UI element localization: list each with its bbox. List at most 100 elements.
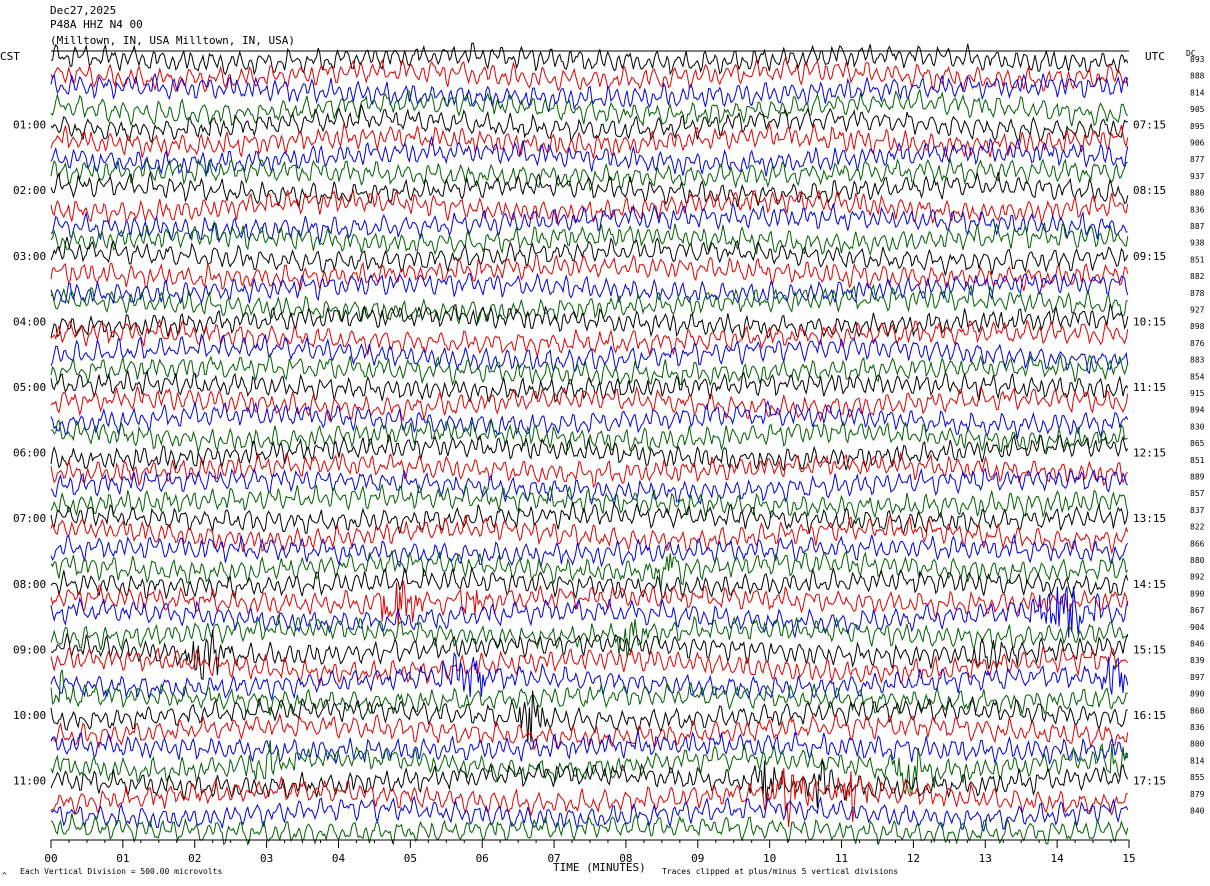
trace-line	[50, 56, 1129, 93]
dc-value: 814	[1190, 88, 1205, 97]
dc-value: 822	[1190, 523, 1205, 532]
dc-value: 898	[1190, 322, 1205, 331]
dc-value: 938	[1190, 239, 1205, 248]
dc-value: 927	[1190, 306, 1205, 315]
dc-value: 830	[1190, 422, 1205, 431]
trace-group	[50, 42, 1129, 846]
dc-value: 887	[1190, 222, 1205, 231]
right-hour-label: 14:15	[1133, 578, 1166, 591]
right-hour-label: 16:15	[1133, 709, 1166, 722]
trace-line	[50, 135, 1129, 177]
trace-line	[50, 759, 1129, 808]
dc-value: 876	[1190, 339, 1205, 348]
dc-column-label: DC	[1186, 49, 1196, 58]
dc-value: 851	[1190, 456, 1205, 465]
x-tick-label: 04	[332, 852, 346, 865]
trace-line	[50, 72, 1129, 113]
trace-line	[50, 400, 1129, 439]
trace-line	[50, 88, 1129, 128]
dc-value: 837	[1190, 506, 1205, 515]
right-hour-label: 12:15	[1133, 447, 1166, 460]
right-timezone-label: UTC	[1145, 50, 1165, 63]
dc-value: 877	[1190, 155, 1205, 164]
dc-value: 888	[1190, 72, 1205, 81]
dc-value: 846	[1190, 640, 1205, 649]
dc-value: 851	[1190, 255, 1205, 264]
left-hour-label: 01:00	[13, 119, 46, 132]
trace-line	[50, 615, 1129, 658]
trace-line	[50, 467, 1129, 506]
trace-line	[50, 740, 1129, 796]
trace-line	[50, 629, 1129, 681]
left-hour-label: 11:00	[13, 775, 46, 788]
dc-value: 814	[1190, 756, 1205, 765]
dc-value: 890	[1190, 589, 1205, 598]
left-hour-label: 05:00	[13, 381, 46, 394]
left-hour-label: 06:00	[13, 447, 46, 460]
dc-value: 897	[1190, 673, 1205, 682]
dc-value: 840	[1190, 807, 1205, 816]
left-hour-label: 08:00	[13, 578, 46, 591]
dc-value: 836	[1190, 723, 1205, 732]
x-tick-label: 05	[404, 852, 417, 865]
dc-value: 836	[1190, 205, 1205, 214]
trace-line	[50, 433, 1129, 472]
trace-line	[50, 170, 1129, 210]
trace-line	[50, 566, 1129, 601]
dc-value: 906	[1190, 139, 1205, 148]
x-tick-label: 07	[547, 852, 560, 865]
right-hour-label: 09:15	[1133, 250, 1166, 263]
x-tick-label: 09	[691, 852, 704, 865]
trace-line	[50, 272, 1129, 305]
dc-value: 915	[1190, 389, 1205, 398]
right-hour-label: 17:15	[1133, 775, 1166, 788]
trace-line	[50, 645, 1129, 687]
trace-line	[50, 580, 1129, 627]
axis-label-group: 00 01 02 03 04 05 06 07 08 09 10 11 12 13 14 15 01:00 02:…	[13, 55, 1205, 865]
trace-line	[50, 104, 1128, 144]
footer-mark: ^	[2, 871, 7, 880]
left-timezone-label: CST	[0, 50, 20, 63]
x-tick-label: 13	[979, 852, 992, 865]
dc-value: 878	[1190, 289, 1205, 298]
right-hour-label: 08:15	[1133, 184, 1166, 197]
trace-line	[50, 157, 1128, 192]
left-hour-label: 04:00	[13, 315, 46, 328]
clip-note: Traces clipped at plus/minus 5 vertical …	[662, 867, 899, 876]
dc-value: 860	[1190, 706, 1205, 715]
trace-line	[50, 283, 1128, 326]
x-tick-label: 03	[260, 852, 273, 865]
right-hour-label: 15:15	[1133, 643, 1166, 656]
x-tick-label: 01	[116, 852, 129, 865]
dc-value: 879	[1190, 790, 1205, 799]
right-hour-label: 10:15	[1133, 315, 1166, 328]
trace-line	[50, 651, 1129, 702]
left-hour-label: 09:00	[13, 643, 46, 656]
trace-line	[50, 318, 1129, 357]
trace-line	[50, 236, 1129, 276]
scale-note: Each Vertical Division = 500.00 microvol…	[20, 867, 223, 876]
trace-line	[50, 515, 1129, 555]
trace-line	[50, 550, 1129, 592]
left-hour-label: 10:00	[13, 709, 46, 722]
dc-value: 867	[1190, 606, 1205, 615]
dc-value: 854	[1190, 372, 1205, 381]
x-tick-label: 06	[476, 852, 489, 865]
trace-line	[50, 586, 1129, 639]
dc-value: 855	[1190, 773, 1205, 782]
trace-line	[50, 122, 1129, 159]
trace-line	[50, 690, 1128, 743]
dc-value: 895	[1190, 122, 1205, 131]
trace-line	[50, 483, 1129, 521]
x-tick-label: 00	[44, 852, 57, 865]
dc-value: 889	[1190, 473, 1205, 482]
station-label: P48A HHZ N4 00	[50, 18, 143, 31]
axes-group	[50, 50, 1130, 848]
trace-line	[50, 669, 1129, 717]
trace-line	[50, 533, 1129, 568]
x-axis-title: TIME (MINUTES)	[553, 861, 646, 874]
trace-line	[50, 369, 1129, 403]
trace-line	[50, 767, 1128, 828]
dc-value: 892	[1190, 573, 1205, 582]
